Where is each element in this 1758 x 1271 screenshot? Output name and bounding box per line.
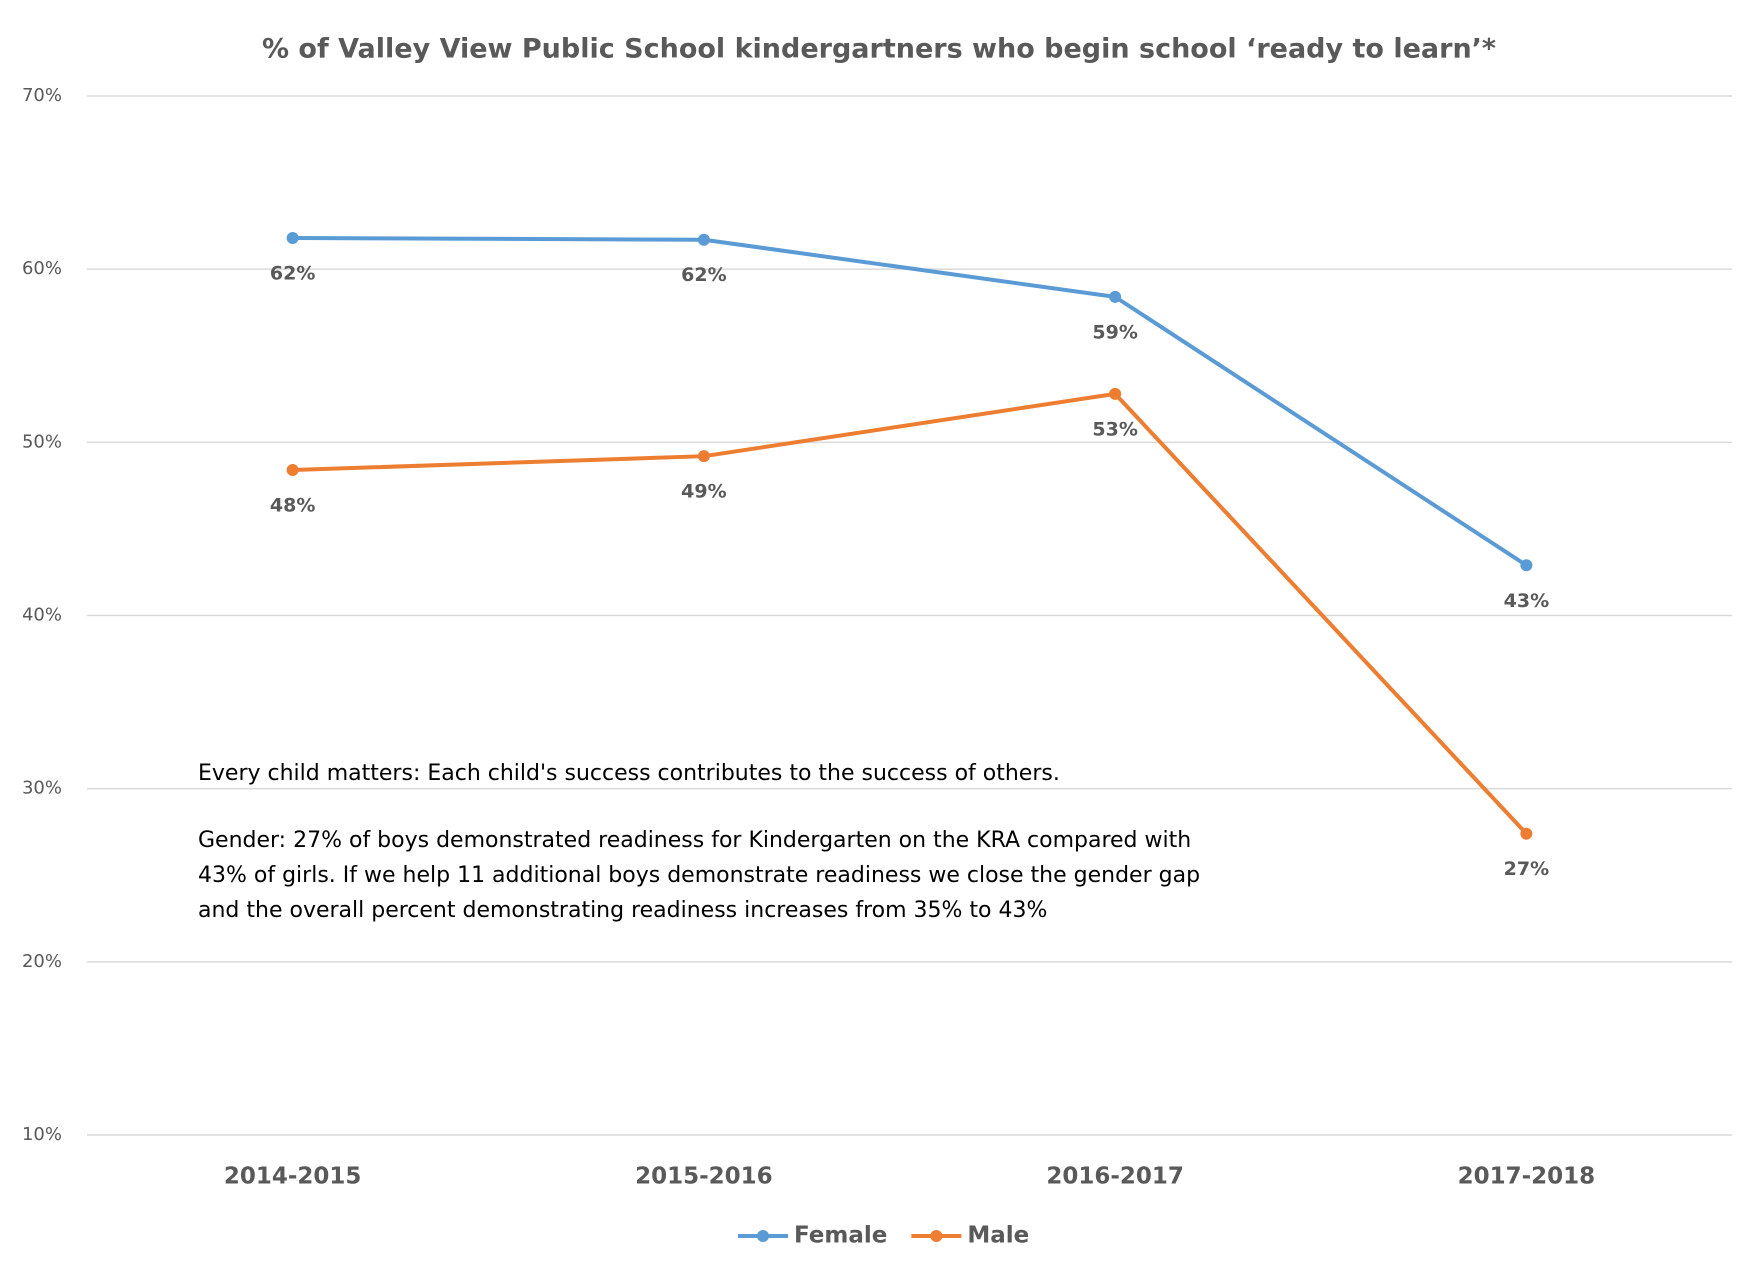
data-point bbox=[1520, 559, 1533, 572]
data-point bbox=[286, 231, 299, 244]
x-tick-label: 2015-2016 bbox=[635, 1164, 773, 1190]
y-tick-label: 10% bbox=[22, 1124, 62, 1145]
x-tick-label: 2017-2018 bbox=[1458, 1164, 1596, 1190]
y-tick-label: 60% bbox=[22, 258, 62, 279]
data-label: 62% bbox=[270, 262, 315, 284]
data-point bbox=[697, 450, 710, 463]
y-tick-label: 70% bbox=[22, 85, 62, 106]
series-line bbox=[292, 391, 1528, 836]
chart-title: % of Valley View Public School kindergar… bbox=[262, 34, 1496, 65]
annotation: Gender: 27% of boys demonstrated readine… bbox=[198, 828, 1191, 853]
y-tick-label: 30% bbox=[22, 778, 62, 799]
x-tick-label: 2016-2017 bbox=[1046, 1164, 1184, 1190]
data-point bbox=[1109, 290, 1122, 303]
x-tick-label: 2014-2015 bbox=[224, 1164, 362, 1190]
data-label: 49% bbox=[681, 481, 726, 503]
annotation: and the overall percent demonstrating re… bbox=[198, 898, 1047, 923]
y-tick-label: 20% bbox=[22, 951, 62, 972]
legend-label: Male bbox=[967, 1223, 1029, 1249]
data-point bbox=[1520, 827, 1533, 840]
data-point bbox=[697, 233, 710, 246]
data-label: 43% bbox=[1504, 590, 1549, 612]
legend-label: Female bbox=[794, 1223, 887, 1249]
data-point bbox=[1109, 387, 1122, 400]
y-tick-label: 50% bbox=[22, 431, 62, 452]
data-label: 59% bbox=[1092, 321, 1137, 343]
data-label: 48% bbox=[270, 495, 315, 517]
annotation: 43% of girls. If we help 11 additional b… bbox=[198, 863, 1200, 888]
series-line bbox=[292, 235, 1528, 567]
data-label: 53% bbox=[1092, 418, 1137, 440]
data-point bbox=[286, 464, 299, 477]
data-label: 27% bbox=[1504, 858, 1549, 880]
y-tick-label: 40% bbox=[22, 605, 62, 626]
annotation: Every child matters: Each child's succes… bbox=[198, 761, 1060, 786]
legend-marker bbox=[757, 1230, 769, 1242]
legend-marker bbox=[930, 1230, 943, 1242]
data-label: 62% bbox=[681, 264, 726, 286]
